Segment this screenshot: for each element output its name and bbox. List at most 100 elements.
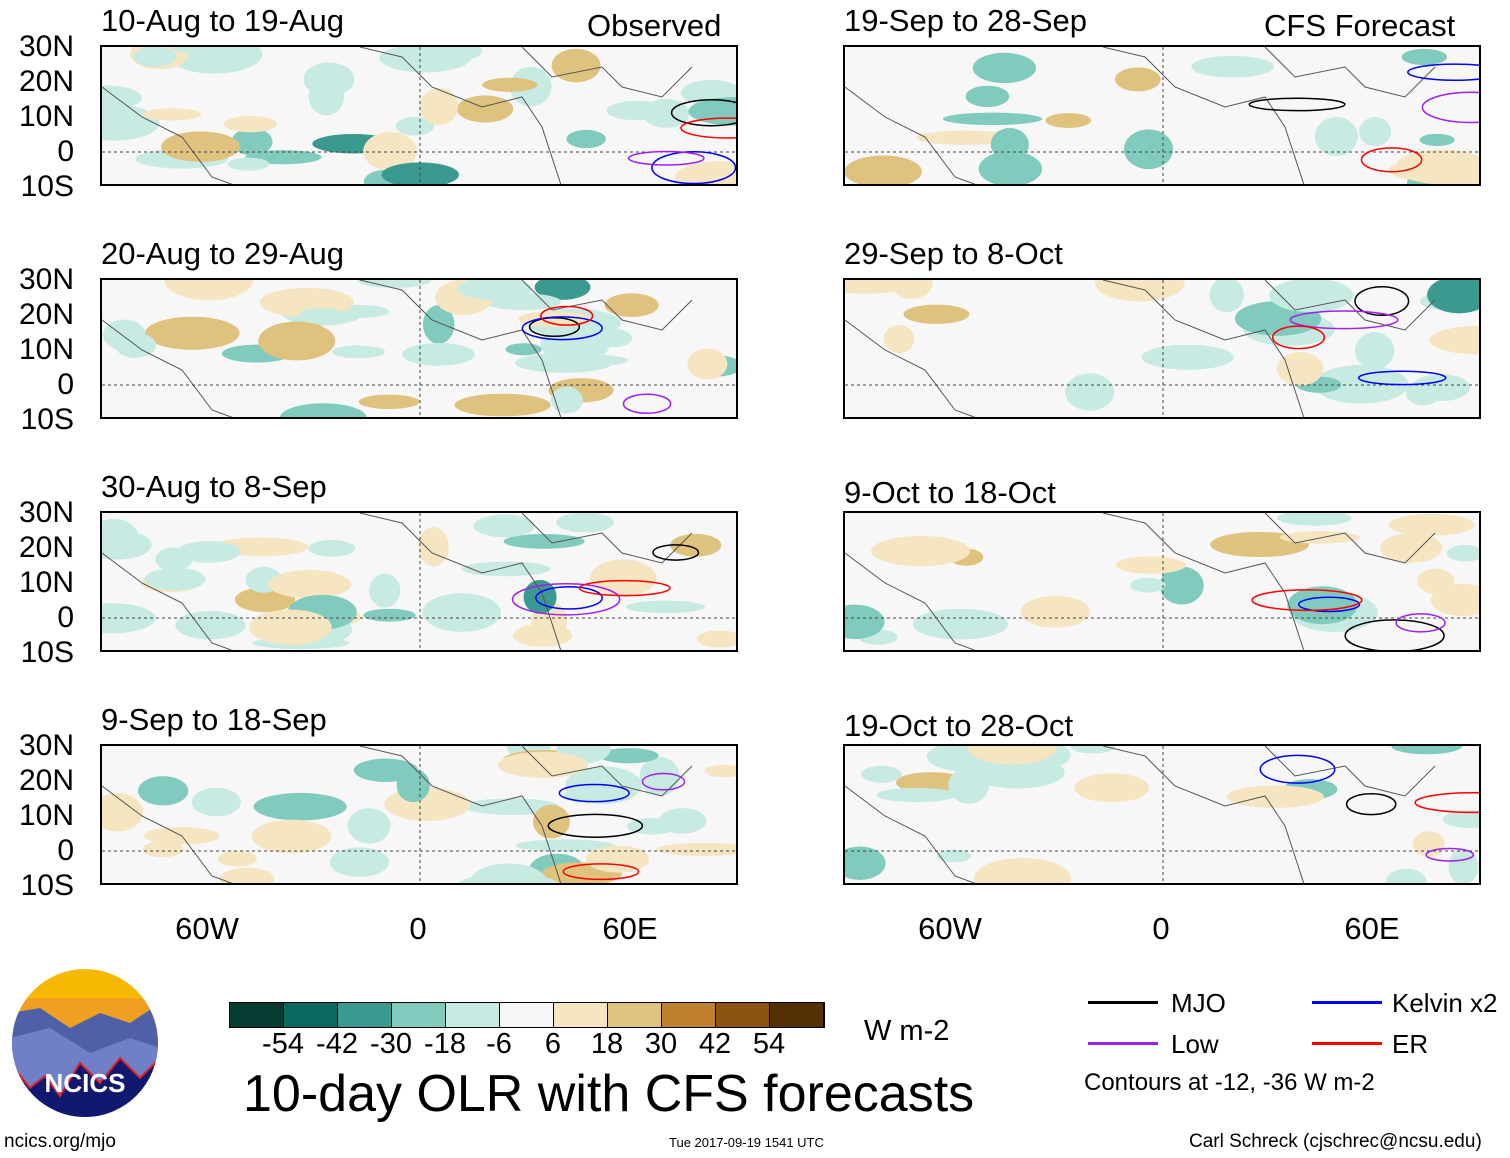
olr-anomaly-region [1314, 117, 1358, 157]
olr-anomaly-region [1388, 513, 1475, 536]
figure-title: 10-day OLR with CFS forecasts [243, 1065, 975, 1123]
wave-contour [680, 117, 736, 139]
olr-anomaly-region [696, 630, 736, 648]
olr-anomaly-region [563, 787, 615, 804]
olr-anomaly-region [1070, 746, 1115, 754]
olr-anomaly-region [461, 561, 551, 577]
olr-anomaly-region [176, 541, 241, 563]
panel-title: 19-Sep to 28-Sep [844, 3, 1088, 38]
panel-title: 29-Sep to 8-Oct [844, 236, 1063, 271]
olr-anomaly-region [422, 304, 455, 344]
wave-contour [1297, 596, 1361, 613]
panel-title: 9-Oct to 18-Oct [844, 475, 1056, 510]
colorbar-tick-label: -18 [424, 1028, 466, 1060]
olr-anomaly-region [1191, 55, 1275, 78]
footer-credit: Carl Schreck (cjschrec@ncsu.edu) [1189, 1131, 1482, 1152]
olr-anomaly-region [402, 342, 475, 366]
olr-anomaly-region [1359, 117, 1392, 147]
olr-anomaly-region [219, 867, 275, 883]
y-axis-label: 10N [18, 566, 74, 599]
olr-anomaly-region [674, 161, 736, 184]
observed-label: Observed [587, 8, 722, 43]
map-panel-forecast [843, 278, 1481, 419]
colorbar-tick-label: 30 [644, 1028, 678, 1060]
forecast-label: CFS Forecast [1264, 8, 1456, 43]
olr-anomaly-region [890, 280, 933, 300]
olr-anomaly-region [253, 792, 347, 821]
olr-anomaly-region [556, 513, 614, 533]
olr-anomaly-region [133, 47, 177, 67]
olr-anomaly-region [965, 85, 1010, 108]
y-axis-label: 30N [18, 30, 74, 63]
x-label-60e-right: 60E [1344, 911, 1400, 946]
olr-anomaly-region [515, 839, 615, 852]
wave-contour [1425, 847, 1475, 862]
wave-contour [622, 393, 672, 415]
olr-anomaly-region [1114, 67, 1161, 92]
olr-anomaly-region [395, 116, 434, 136]
olr-anomaly-region [191, 787, 241, 817]
olr-anomaly-region [357, 280, 432, 288]
olr-anomaly-region [308, 540, 356, 557]
olr-anomaly-region [1209, 280, 1244, 313]
colorbar-tick-label: 42 [698, 1028, 732, 1060]
olr-anomaly-region [1380, 532, 1443, 563]
olr-anomaly-region [223, 115, 277, 133]
olr-anomaly-region [1395, 149, 1479, 184]
coastline [102, 513, 693, 650]
legend-kelvin-label: Kelvin x2 [1392, 988, 1498, 1018]
map-panel-observed [100, 744, 738, 885]
coastline [102, 746, 693, 883]
olr-anomaly-region [456, 95, 514, 123]
olr-anomaly-region [142, 841, 184, 858]
olr-anomaly-region [396, 768, 430, 803]
olr-anomaly-region [144, 567, 206, 591]
footer-timestamp: Tue 2017-09-19 1541 UTC [669, 1135, 824, 1150]
olr-anomaly-region [249, 609, 332, 645]
colorbar-swatch [284, 1003, 338, 1027]
wave-contour [1345, 793, 1397, 816]
colorbar-swatch [392, 1003, 446, 1027]
coastline [845, 47, 1436, 184]
panel-title: 10-Aug to 19-Aug [101, 3, 345, 38]
wave-contour [1354, 285, 1410, 317]
olr-anomaly-region [251, 819, 332, 854]
olr-anomaly-region [599, 748, 659, 764]
wave-contour [1360, 147, 1423, 173]
colorbar-tick-label: -6 [486, 1028, 512, 1060]
map-panel-observed [100, 45, 738, 186]
y-axis-label: 10N [18, 333, 74, 366]
olr-anomaly-region [369, 573, 401, 608]
colorbar-tick-label: 6 [544, 1028, 562, 1060]
wave-contour [641, 772, 686, 791]
legend-er-label: ER [1392, 1029, 1429, 1059]
olr-anomaly-region [1115, 556, 1187, 574]
olr-anomaly-region [1430, 584, 1479, 617]
y-axis-label: 10S [20, 170, 74, 203]
x-label-60w-right: 60W [918, 911, 982, 946]
wave-contour [1395, 613, 1446, 633]
olr-anomaly-region [586, 845, 650, 873]
wave-contour [578, 579, 671, 597]
olr-anomaly-region [166, 47, 263, 74]
olr-anomaly-region [1446, 545, 1479, 562]
footer-url[interactable]: ncics.org/mjo [4, 1131, 116, 1152]
olr-anomaly-region [303, 62, 355, 97]
olr-anomaly-region [534, 280, 591, 300]
olr-anomaly-region [347, 808, 391, 844]
olr-anomaly-region [358, 394, 420, 410]
olr-anomaly-region [429, 47, 483, 62]
panel-title: 9-Sep to 18-Sep [101, 702, 327, 737]
map-panel-forecast [843, 511, 1481, 652]
coastline [845, 746, 1436, 883]
wave-contour [1251, 589, 1363, 612]
olr-anomaly-region [523, 579, 557, 614]
colorbar-swatch [446, 1003, 500, 1027]
olr-anomaly-region [978, 151, 1043, 184]
coastline [845, 513, 1436, 650]
olr-anomaly-region [551, 48, 601, 83]
olr-anomaly-region [464, 798, 559, 815]
olr-anomaly-region [1045, 113, 1092, 128]
colorbar-units: W m-2 [864, 1015, 950, 1047]
olr-anomaly-region [258, 321, 336, 361]
